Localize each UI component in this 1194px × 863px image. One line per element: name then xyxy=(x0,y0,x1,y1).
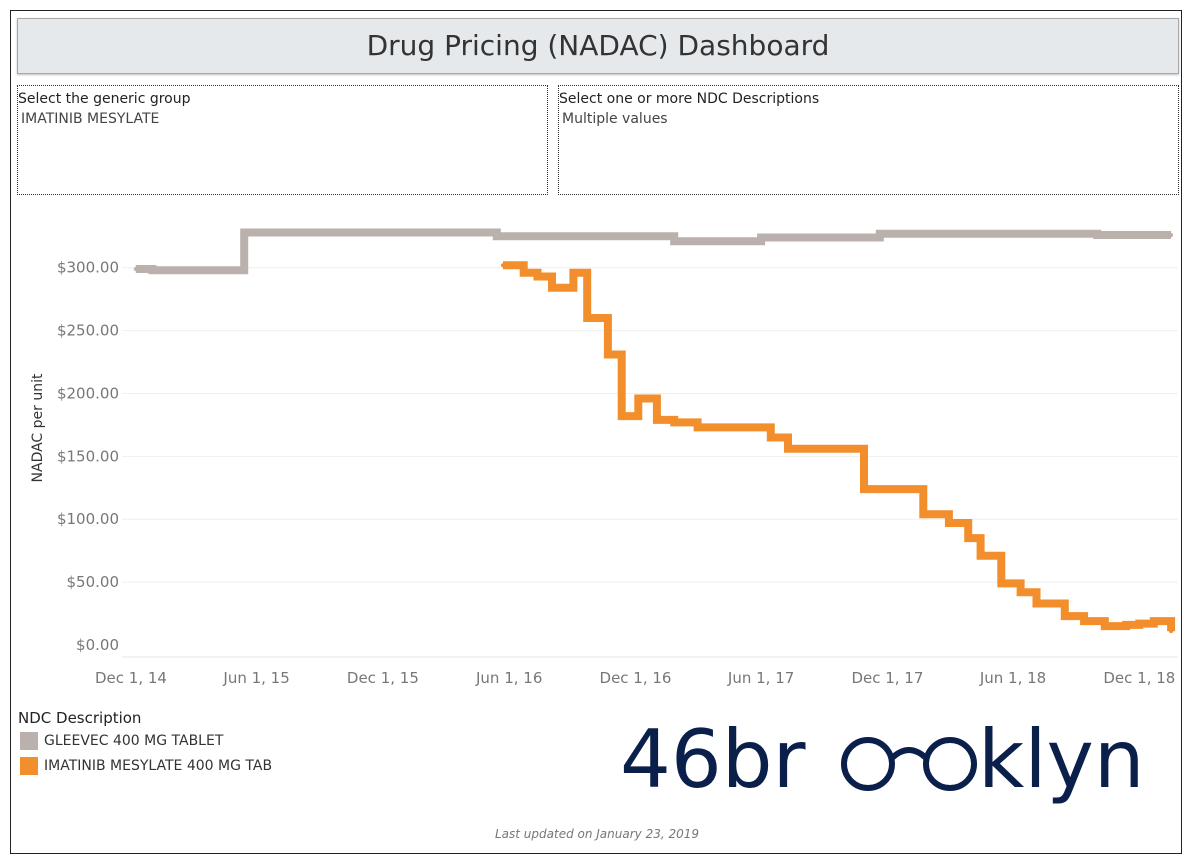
eyeglasses-icon xyxy=(841,737,977,791)
x-tick-label: Dec 1, 14 xyxy=(95,669,167,687)
data-point[interactable] xyxy=(978,553,983,558)
data-point[interactable] xyxy=(1082,619,1087,624)
data-point[interactable] xyxy=(494,234,499,239)
legend-swatch-imatinib xyxy=(20,757,38,775)
series-line-gleevec[interactable] xyxy=(135,228,1172,275)
data-point[interactable] xyxy=(150,268,155,273)
data-point[interactable] xyxy=(1169,629,1174,634)
data-point[interactable] xyxy=(1124,622,1129,627)
ndc-description-filter-label: Select one or more NDC Descriptions xyxy=(559,91,820,107)
dashboard-title: Drug Pricing (NADAC) Dashboard xyxy=(17,18,1179,74)
data-point[interactable] xyxy=(1062,614,1067,619)
data-point[interactable] xyxy=(1018,590,1023,595)
data-point[interactable] xyxy=(672,420,677,425)
dashboard-frame xyxy=(10,10,1182,854)
generic-group-filter[interactable]: Select the generic group IMATINIB MESYLA… xyxy=(17,85,548,195)
x-axis-ticks: Dec 1, 14 Jun 1, 15 Dec 1, 15 Jun 1, 16 Dec … xyxy=(95,669,1175,687)
data-point[interactable] xyxy=(1095,233,1100,238)
legend-label-imatinib: IMATINIB MESYLATE 400 MG TAB xyxy=(44,758,273,774)
ndc-description-filter[interactable]: Select one or more NDC Descriptions Mult… xyxy=(558,85,1179,195)
generic-group-filter-value[interactable]: IMATINIB MESYLATE xyxy=(21,111,160,127)
legend-title: NDC Description xyxy=(18,709,142,727)
x-tick-label: Dec 1, 18 xyxy=(1103,669,1175,687)
data-point[interactable] xyxy=(521,270,526,275)
data-point[interactable] xyxy=(605,352,610,357)
data-point[interactable] xyxy=(861,487,866,492)
chart-series[interactable] xyxy=(133,228,1176,634)
last-updated-note: Last updated on January 23, 2019 xyxy=(494,827,700,841)
data-point[interactable] xyxy=(672,239,677,244)
data-point[interactable] xyxy=(695,425,700,430)
data-point[interactable] xyxy=(1102,624,1107,629)
data-point[interactable] xyxy=(654,417,659,422)
data-point[interactable] xyxy=(966,536,971,541)
data-point[interactable] xyxy=(768,435,773,440)
data-point[interactable] xyxy=(1137,621,1142,626)
data-point[interactable] xyxy=(242,230,247,235)
data-point[interactable] xyxy=(549,285,554,290)
x-tick-label: Jun 1, 16 xyxy=(475,669,542,687)
data-point[interactable] xyxy=(585,316,590,321)
legend-label-gleevec: GLEEVEC 400 MG TABLET xyxy=(44,733,224,749)
legend-swatch-gleevec xyxy=(20,732,38,750)
y-tick-label: $250.00 xyxy=(57,322,119,340)
brand-logo-text-start: 46br xyxy=(620,720,806,806)
data-point[interactable] xyxy=(1034,601,1039,606)
x-tick-label: Jun 1, 15 xyxy=(222,669,289,687)
x-tick-label: Dec 1, 15 xyxy=(347,669,419,687)
y-tick-label: $300.00 xyxy=(57,259,119,277)
data-point[interactable] xyxy=(999,581,1004,586)
data-point[interactable] xyxy=(759,235,764,240)
data-point[interactable] xyxy=(619,414,624,419)
data-point[interactable] xyxy=(535,274,540,279)
y-tick-label: $100.00 xyxy=(57,510,119,528)
x-tick-label: Dec 1, 16 xyxy=(600,669,672,687)
generic-group-filter-label: Select the generic group xyxy=(18,91,191,107)
x-tick-label: Jun 1, 17 xyxy=(727,669,794,687)
data-point[interactable] xyxy=(571,270,576,275)
nadac-line-chart[interactable]: $0.00 $50.00 $100.00 $150.00 $200.00 $250.00 $… xyxy=(0,0,1194,700)
y-tick-label: $150.00 xyxy=(57,447,119,465)
data-point[interactable] xyxy=(133,266,138,271)
ndc-description-filter-value[interactable]: Multiple values xyxy=(562,111,668,127)
data-point[interactable] xyxy=(1151,619,1156,624)
brand-logo-text-end: klyn xyxy=(978,720,1145,806)
series-line-imatinib[interactable] xyxy=(503,261,1176,632)
x-tick-label: Jun 1, 18 xyxy=(979,669,1046,687)
y-tick-label: $50.00 xyxy=(67,573,120,591)
data-point[interactable] xyxy=(1169,233,1174,238)
y-axis-ticks: $0.00 $50.00 $100.00 $150.00 $200.00 $250.00 $… xyxy=(57,259,119,654)
data-point[interactable] xyxy=(500,263,505,268)
brand-logo: 46br klyn xyxy=(620,720,1145,806)
data-point[interactable] xyxy=(946,521,951,526)
y-tick-label: $200.00 xyxy=(57,384,119,402)
data-point[interactable] xyxy=(786,446,791,451)
y-tick-label: $0.00 xyxy=(76,636,119,654)
data-point[interactable] xyxy=(877,231,882,236)
chart-gridlines xyxy=(122,267,1178,583)
y-axis-label: NADAC per unit xyxy=(30,373,46,482)
x-tick-label: Dec 1, 17 xyxy=(851,669,923,687)
data-point[interactable] xyxy=(636,396,641,401)
data-point[interactable] xyxy=(1164,619,1169,624)
data-point[interactable] xyxy=(921,512,926,517)
